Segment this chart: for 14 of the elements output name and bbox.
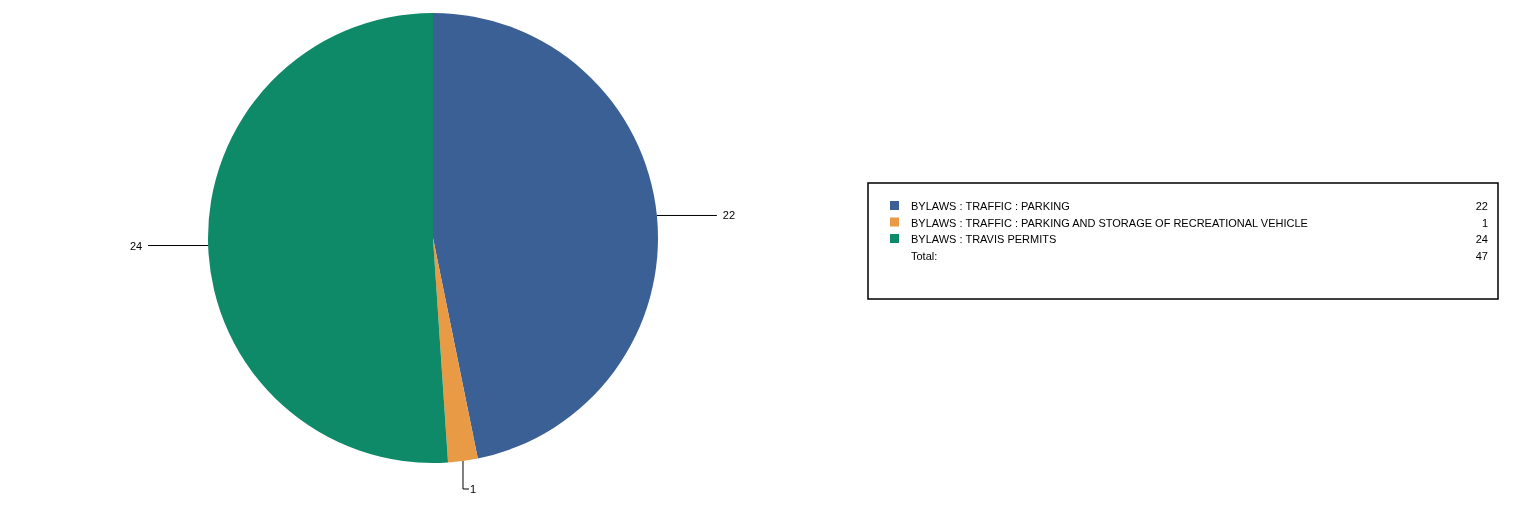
pie-slice — [433, 238, 478, 463]
text: Total: — [911, 249, 938, 262]
text: 24 — [1475, 233, 1488, 245]
data-label: 22 — [722, 209, 736, 222]
legend-label: BYLAWS : TRAVIS PERMITS — [911, 233, 1057, 245]
text: 1 — [1481, 216, 1488, 229]
data-label: 1 — [469, 482, 477, 495]
text: 47 — [1475, 249, 1488, 262]
data-label: 24 — [129, 239, 143, 252]
legend-label: BYLAWS : TRAFFIC : PARKING — [911, 200, 1070, 212]
pie-slice — [433, 13, 658, 459]
legend-label: BYLAWS : TRAFFIC : PARKING AND STORAGE OF RECREATIONAL VEHICLE — [911, 216, 1308, 229]
pie-slice — [208, 13, 449, 463]
text: 22 — [1475, 200, 1488, 212]
